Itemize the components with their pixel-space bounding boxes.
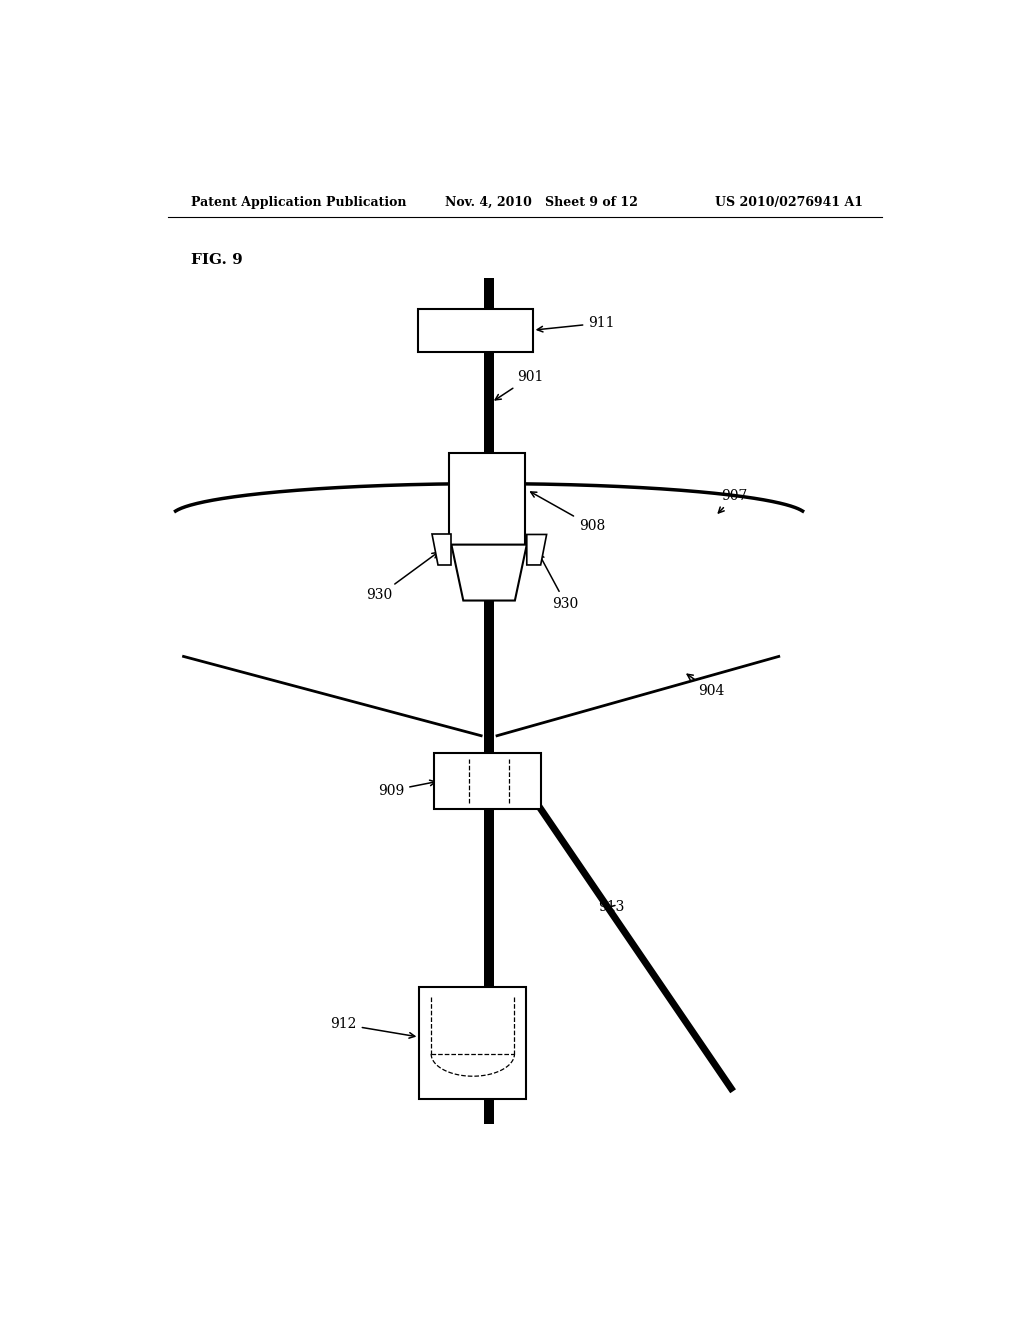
Text: 904: 904 (687, 675, 724, 698)
Polygon shape (431, 535, 452, 565)
Text: US 2010/0276941 A1: US 2010/0276941 A1 (715, 195, 863, 209)
Text: FIG. 9: FIG. 9 (191, 253, 244, 267)
Polygon shape (526, 535, 547, 565)
Bar (433, 752, 541, 809)
Bar (484, 279, 495, 309)
Polygon shape (452, 545, 526, 601)
Bar (419, 987, 526, 1098)
Text: 930: 930 (539, 553, 579, 611)
Text: 912: 912 (331, 1018, 415, 1038)
Bar (484, 809, 495, 987)
Text: 909: 909 (378, 780, 435, 797)
Bar (418, 309, 532, 351)
Text: 911: 911 (538, 315, 614, 331)
Text: 913: 913 (598, 900, 625, 915)
Bar (484, 351, 495, 453)
Bar (484, 1098, 495, 1125)
Bar (484, 601, 495, 752)
Text: Nov. 4, 2010   Sheet 9 of 12: Nov. 4, 2010 Sheet 9 of 12 (445, 195, 638, 209)
Text: 908: 908 (530, 492, 605, 533)
Text: 907: 907 (719, 488, 748, 513)
Bar (450, 453, 524, 545)
Text: Patent Application Publication: Patent Application Publication (191, 195, 407, 209)
Text: 930: 930 (367, 552, 438, 602)
Text: 901: 901 (496, 370, 544, 400)
